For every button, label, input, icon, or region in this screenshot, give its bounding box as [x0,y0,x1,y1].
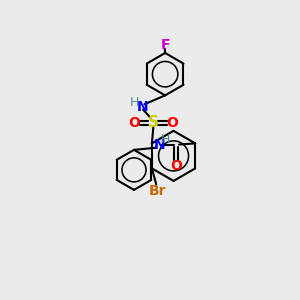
Text: O: O [128,116,140,130]
Text: O: O [167,116,178,130]
Text: F: F [160,38,170,52]
Text: O: O [170,159,182,173]
Text: H: H [130,96,140,109]
Text: H: H [161,133,170,146]
Text: N: N [136,100,148,114]
Text: S: S [148,115,159,130]
Text: Br: Br [149,184,166,198]
Text: N: N [154,138,166,152]
